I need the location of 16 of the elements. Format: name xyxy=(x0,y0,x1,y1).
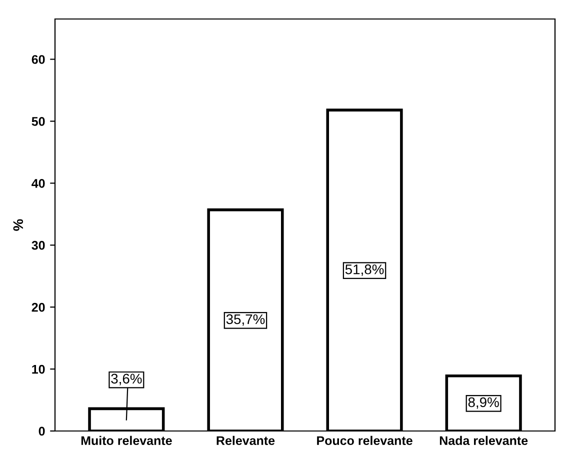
data-label: 3,6% xyxy=(111,374,142,386)
y-axis-title: % xyxy=(13,219,24,231)
x-tick-label: Relevante xyxy=(216,436,275,446)
data-label: 35,7% xyxy=(226,314,265,326)
y-tick-label: 60 xyxy=(32,55,45,64)
y-tick-label: 20 xyxy=(32,302,45,312)
x-tick-label: Nada relevante xyxy=(440,436,528,446)
data-label: 51,8% xyxy=(345,264,384,276)
data-label: 8,9% xyxy=(468,397,499,409)
x-tick-label: Muito relevante xyxy=(81,436,172,446)
y-tick-label: 50 xyxy=(32,117,45,126)
y-tick-label: 40 xyxy=(32,178,45,188)
y-tick-label: 0 xyxy=(38,426,45,436)
y-tick-label: 10 xyxy=(32,364,45,374)
y-tick-label: 30 xyxy=(32,240,45,250)
x-tick-label: Pouco relevante xyxy=(317,436,412,446)
